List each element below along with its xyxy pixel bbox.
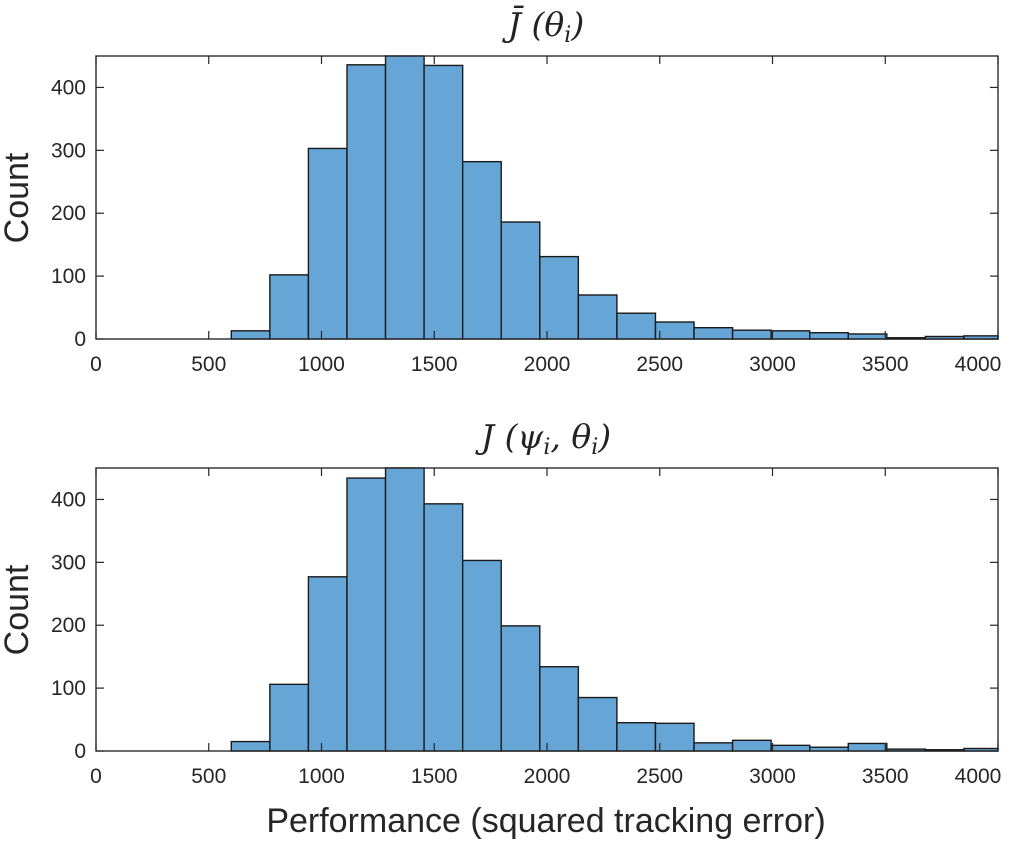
- bottom-x-tick-label-4: 2000: [524, 765, 571, 788]
- bottom-bar-4: [384, 467, 425, 752]
- bottom-y-tick-label-3: 300: [51, 551, 86, 574]
- top-bar-3: [346, 64, 387, 340]
- top-x-tick-label-4: 2000: [524, 353, 571, 376]
- top-bar-10: [616, 312, 657, 340]
- bottom-bar-13: [731, 739, 772, 752]
- bottom-y-tick-label-0: 0: [74, 740, 86, 763]
- top-x-tick-label-5: 2500: [636, 353, 683, 376]
- bottom-histogram: J (ψi, θi) Count Performance (squared tr…: [0, 417, 1001, 840]
- bottom-x-tick-label-2: 1000: [298, 765, 345, 788]
- top-bar-0: [230, 330, 271, 340]
- bottom-y-tick-label-4: 400: [51, 488, 86, 511]
- top-x-tick-label-3: 1500: [411, 353, 458, 376]
- top-bar-13: [731, 329, 772, 340]
- top-bar-9: [577, 294, 618, 340]
- top-bar-2: [307, 147, 348, 340]
- bottom-bar-8: [539, 666, 580, 752]
- top-y-tick-label-2: 200: [51, 202, 86, 225]
- bottom-bar-7: [500, 625, 541, 752]
- bottom-chart-title: J (ψi, θi): [475, 417, 611, 460]
- top-bar-4: [384, 55, 425, 340]
- bottom-bar-16: [847, 742, 888, 752]
- top-x-tick-label-6: 3000: [749, 353, 796, 376]
- top-y-tick-label-0: 0: [74, 328, 86, 351]
- top-x-tick-label-2: 1000: [298, 353, 345, 376]
- bottom-bar-2: [307, 576, 348, 752]
- top-bar-12: [693, 326, 734, 340]
- bottom-x-tick-label-1: 500: [191, 765, 226, 788]
- top-histogram: J̄ (θi) Count 0 500 1000 1500 2000 2500 3000 35…: [0, 4, 1001, 376]
- top-bar-6: [461, 160, 502, 340]
- top-bar-1: [269, 274, 310, 340]
- bottom-y-tick-label-1: 100: [51, 677, 86, 700]
- bottom-x-tick-label-6: 3000: [749, 765, 796, 788]
- top-bar-7: [500, 221, 541, 340]
- top-bar-15: [809, 332, 849, 340]
- bottom-x-tick-label-3: 1500: [411, 765, 458, 788]
- bottom-bar-0: [230, 740, 271, 752]
- bottom-y-tick-label-2: 200: [51, 614, 86, 637]
- bottom-x-tick-label-8: 4000: [955, 765, 1002, 788]
- bottom-x-tick-label-7: 3500: [862, 765, 909, 788]
- bottom-bars: [230, 467, 999, 752]
- bottom-x-axis-label: Performance (squared tracking error): [266, 802, 825, 840]
- bottom-bar-9: [577, 696, 618, 752]
- bottom-x-tick-label-5: 2500: [636, 765, 683, 788]
- top-bar-8: [539, 255, 580, 340]
- top-y-axis-label: Count: [0, 152, 36, 243]
- top-y-tick-label-4: 400: [51, 76, 86, 99]
- bottom-bar-5: [423, 503, 464, 752]
- bottom-bar-1: [269, 683, 310, 752]
- bottom-bar-12: [693, 742, 734, 752]
- top-bar-11: [654, 321, 695, 340]
- top-x-tick-label-1: 500: [191, 353, 226, 376]
- bottom-bar-10: [616, 722, 657, 752]
- bottom-x-tick-label-0: 0: [90, 765, 102, 788]
- top-x-tick-label-0: 0: [90, 353, 102, 376]
- bottom-bar-6: [461, 559, 502, 752]
- top-x-tick-label-8: 4000: [955, 353, 1002, 376]
- top-chart-title: J̄ (θi): [502, 4, 584, 48]
- top-bar-5: [423, 64, 464, 340]
- bottom-bar-11: [654, 722, 695, 752]
- top-bar-16: [847, 333, 888, 340]
- top-y-tick-label-1: 100: [51, 265, 86, 288]
- bottom-bar-3: [346, 477, 387, 752]
- top-bar-14: [770, 330, 811, 340]
- bottom-y-axis-label: Count: [0, 564, 36, 655]
- top-x-tick-label-7: 3500: [862, 353, 909, 376]
- bottom-bar-14: [770, 744, 811, 752]
- top-y-tick-label-3: 300: [51, 139, 86, 162]
